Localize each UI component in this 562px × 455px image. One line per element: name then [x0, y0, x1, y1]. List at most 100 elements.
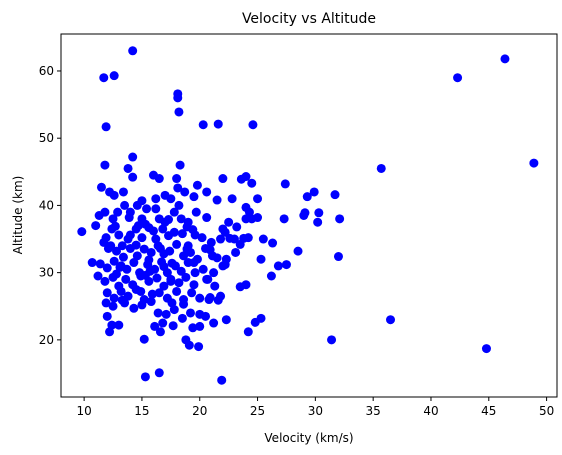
data-point — [302, 192, 312, 202]
data-point — [122, 264, 132, 274]
data-point — [132, 251, 142, 261]
data-point — [216, 234, 226, 244]
data-point — [192, 180, 202, 190]
data-point — [309, 187, 319, 197]
data-point — [87, 258, 97, 268]
data-point — [174, 278, 184, 288]
data-point — [100, 207, 110, 217]
data-point — [166, 194, 176, 204]
data-point — [266, 271, 276, 281]
data-point — [179, 251, 189, 261]
data-point — [139, 244, 149, 254]
data-point — [172, 286, 182, 296]
y-axis-label: Altitude (km) — [11, 176, 25, 255]
data-point — [210, 281, 220, 291]
data-point — [108, 214, 118, 224]
data-point — [117, 241, 127, 251]
data-point — [129, 258, 139, 268]
data-point — [280, 179, 290, 189]
data-point — [148, 226, 158, 236]
data-point — [225, 233, 235, 243]
data-point — [177, 313, 187, 323]
data-point — [314, 208, 324, 218]
data-point — [137, 196, 147, 206]
data-point — [191, 207, 201, 217]
data-point — [121, 274, 131, 284]
data-point — [173, 93, 183, 103]
data-point — [273, 261, 283, 271]
data-point — [125, 230, 135, 240]
data-point — [190, 268, 200, 278]
x-tick-label: 30 — [308, 404, 323, 418]
x-tick-label: 45 — [481, 404, 496, 418]
data-point — [128, 46, 138, 56]
data-point — [167, 298, 177, 308]
data-point — [142, 204, 152, 214]
data-point — [333, 252, 343, 262]
data-point — [258, 234, 268, 244]
data-point — [131, 240, 141, 250]
data-point — [253, 194, 263, 204]
data-point — [99, 73, 109, 83]
data-point — [244, 207, 254, 217]
data-point — [213, 119, 223, 129]
data-point — [209, 318, 219, 328]
data-point — [140, 219, 150, 229]
data-point — [218, 174, 228, 184]
data-point — [137, 233, 147, 243]
data-point — [168, 321, 178, 331]
x-tick-label: 40 — [423, 404, 438, 418]
data-point — [114, 230, 124, 240]
data-point — [198, 120, 208, 130]
data-point — [102, 311, 112, 321]
data-point — [174, 200, 184, 210]
data-point — [146, 297, 156, 307]
data-point — [123, 163, 133, 173]
data-point — [96, 182, 106, 192]
data-point — [386, 315, 396, 325]
data-point — [293, 246, 303, 256]
data-point — [335, 214, 345, 224]
data-point — [146, 247, 156, 257]
data-point — [220, 260, 230, 270]
data-point — [175, 160, 185, 170]
data-point — [187, 288, 197, 298]
data-point — [152, 273, 162, 283]
data-point — [189, 258, 199, 268]
x-tick-label: 10 — [76, 404, 91, 418]
data-point — [202, 187, 212, 197]
data-point — [313, 217, 323, 227]
data-point — [236, 174, 246, 184]
data-point — [139, 334, 149, 344]
data-point — [128, 152, 138, 162]
data-point — [529, 158, 539, 168]
data-point — [164, 215, 174, 225]
data-point — [103, 243, 113, 253]
data-point — [110, 221, 120, 231]
data-point — [182, 244, 192, 254]
data-point — [179, 299, 189, 309]
data-point — [117, 295, 127, 305]
data-point — [181, 272, 191, 282]
data-point — [227, 194, 237, 204]
data-point — [108, 301, 118, 311]
data-point — [213, 295, 223, 305]
data-point — [197, 233, 207, 243]
data-point — [173, 183, 183, 193]
data-point — [154, 174, 164, 184]
data-point — [155, 327, 165, 337]
data-point — [188, 225, 198, 235]
plot-frame — [60, 33, 558, 398]
data-point — [158, 318, 168, 328]
data-point — [105, 327, 115, 337]
x-axis-label: Velocity (km/s) — [264, 431, 353, 445]
data-point — [109, 293, 119, 303]
data-point — [101, 233, 111, 243]
data-point — [177, 229, 187, 239]
x-tick-label: 20 — [192, 404, 207, 418]
data-point — [169, 227, 179, 237]
data-point — [188, 323, 198, 333]
data-point — [112, 269, 121, 279]
y-tick-label: 50 — [39, 131, 54, 145]
data-point — [253, 213, 263, 223]
